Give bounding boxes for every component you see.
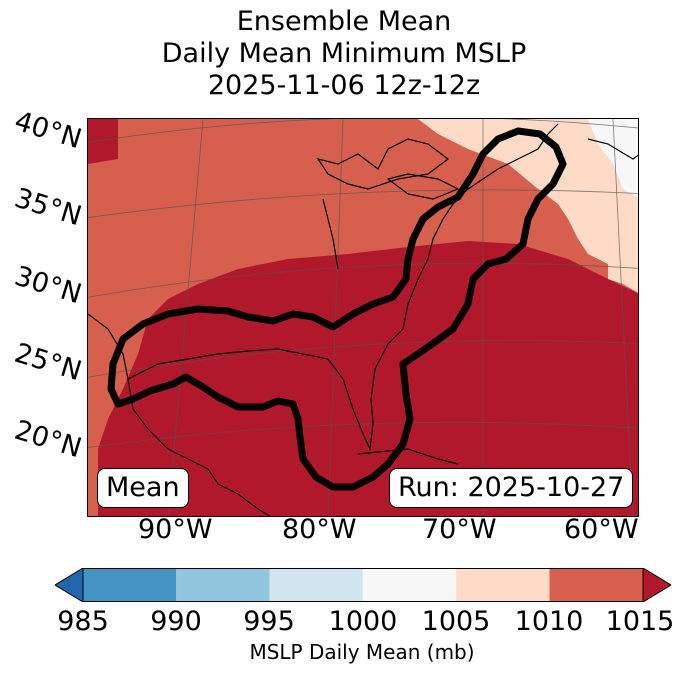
colorbar — [55, 568, 671, 602]
title-line-1: Ensemble Mean — [236, 6, 452, 37]
colorbar-tick-990: 990 — [150, 606, 202, 637]
lon-label-80w: 80°W — [282, 514, 357, 545]
colorbar-bin-1000-1005 — [362, 568, 457, 602]
colorbar-tick-985: 985 — [57, 606, 109, 637]
colorbar-outline — [82, 568, 644, 602]
colorbar-tick-1015: 1015 — [605, 606, 675, 637]
lat-label-40: 40°N — [10, 105, 86, 156]
map-panel: Mean Run: 2025-10-27 — [87, 118, 639, 517]
field-1000-1005 — [588, 119, 638, 198]
lat-label-25: 25°N — [10, 337, 86, 388]
colorbar-bin-1010-1015 — [549, 568, 643, 602]
colorbar-under-triangle — [55, 568, 84, 602]
lon-label-70w: 70°W — [422, 514, 497, 545]
lat-label-30: 30°N — [10, 260, 86, 311]
colorbar-tick-995: 995 — [243, 606, 295, 637]
mean-label-box: Mean — [97, 468, 189, 508]
lat-label-35: 35°N — [10, 182, 86, 233]
title-line-3: 2025-11-06 12z-12z — [207, 70, 481, 101]
field-over-1015-nw-corner — [88, 119, 118, 164]
title-line-2: Daily Mean Minimum MSLP — [161, 38, 527, 69]
field-1005-1010 — [418, 119, 638, 293]
colorbar-tick-1000: 1000 — [328, 606, 398, 637]
colorbar-bin-995-1000 — [269, 568, 363, 602]
colorbar-label: MSLP Daily Mean (mb) — [249, 640, 475, 664]
map-svg — [88, 119, 638, 516]
lat-label-20: 20°N — [10, 414, 86, 465]
colorbar-tick-1010: 1010 — [514, 606, 584, 637]
colorbar-over-triangle — [642, 568, 671, 602]
colorbar-tick-1005: 1005 — [421, 606, 491, 637]
lon-label-60w: 60°W — [564, 514, 639, 545]
run-label-box: Run: 2025-10-27 — [389, 468, 634, 508]
contour-1015 — [107, 127, 567, 491]
lon-label-90w: 90°W — [138, 514, 213, 545]
colorbar-bin-990-995 — [176, 568, 270, 602]
colorbar-bin-1005-1010 — [456, 568, 550, 602]
colorbar-bin-985-990 — [83, 568, 177, 602]
